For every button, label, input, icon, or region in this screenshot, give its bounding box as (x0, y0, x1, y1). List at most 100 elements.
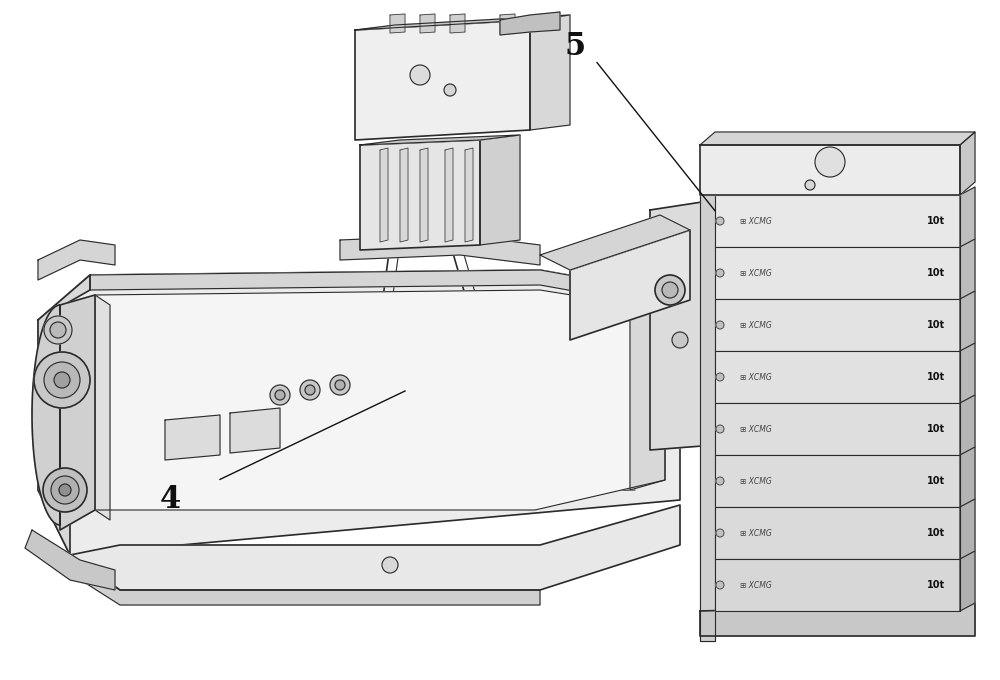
Polygon shape (360, 135, 520, 145)
Polygon shape (380, 148, 388, 242)
Circle shape (716, 269, 724, 277)
Circle shape (716, 477, 724, 485)
Polygon shape (960, 132, 975, 195)
Polygon shape (715, 559, 960, 611)
Polygon shape (420, 148, 428, 242)
Text: 10t: 10t (927, 476, 945, 486)
Text: 4: 4 (159, 484, 181, 515)
Circle shape (382, 557, 398, 573)
Circle shape (43, 468, 87, 512)
Text: 10t: 10t (927, 580, 945, 590)
Polygon shape (715, 299, 960, 351)
Polygon shape (465, 148, 473, 242)
Circle shape (270, 385, 290, 405)
Polygon shape (400, 148, 408, 242)
Polygon shape (715, 403, 960, 455)
Polygon shape (715, 455, 960, 507)
Polygon shape (90, 270, 680, 310)
Polygon shape (960, 551, 975, 611)
Circle shape (716, 425, 724, 433)
Circle shape (716, 529, 724, 537)
Text: ⊞ XCMG: ⊞ XCMG (740, 373, 772, 381)
Polygon shape (95, 290, 665, 510)
Polygon shape (700, 132, 975, 145)
Circle shape (50, 322, 66, 338)
Circle shape (716, 217, 724, 225)
Circle shape (672, 332, 688, 348)
Polygon shape (95, 295, 110, 520)
Circle shape (805, 180, 815, 190)
Polygon shape (32, 295, 95, 530)
Circle shape (275, 390, 285, 400)
Polygon shape (715, 247, 960, 299)
Polygon shape (715, 507, 960, 559)
Polygon shape (700, 195, 715, 641)
Polygon shape (355, 15, 570, 30)
Text: ⊞ XCMG: ⊞ XCMG (740, 477, 772, 486)
Polygon shape (960, 447, 975, 507)
Polygon shape (38, 270, 680, 555)
Polygon shape (960, 499, 975, 559)
Polygon shape (480, 135, 520, 245)
Polygon shape (360, 140, 480, 250)
Polygon shape (25, 530, 115, 590)
Polygon shape (650, 200, 715, 450)
Polygon shape (700, 145, 960, 195)
Polygon shape (355, 20, 530, 140)
Text: 10t: 10t (927, 528, 945, 538)
Circle shape (716, 373, 724, 381)
Text: 5: 5 (564, 31, 586, 62)
Polygon shape (38, 275, 90, 555)
Polygon shape (165, 415, 220, 460)
Circle shape (815, 147, 845, 177)
Text: ⊞ XCMG: ⊞ XCMG (740, 528, 772, 537)
Polygon shape (530, 15, 570, 130)
Circle shape (335, 380, 345, 390)
Polygon shape (445, 148, 453, 242)
Polygon shape (230, 408, 280, 453)
Circle shape (44, 362, 80, 398)
Polygon shape (960, 395, 975, 455)
Circle shape (54, 372, 70, 388)
Circle shape (410, 65, 430, 85)
Polygon shape (715, 351, 960, 403)
Polygon shape (500, 12, 560, 35)
Text: ⊞ XCMG: ⊞ XCMG (740, 269, 772, 277)
Circle shape (330, 375, 350, 395)
Circle shape (44, 316, 72, 344)
Polygon shape (70, 505, 680, 590)
Text: 10t: 10t (927, 268, 945, 278)
Polygon shape (630, 275, 665, 490)
Circle shape (300, 380, 320, 400)
Polygon shape (65, 555, 540, 605)
Circle shape (34, 352, 90, 408)
Circle shape (444, 84, 456, 96)
Circle shape (716, 321, 724, 329)
Polygon shape (960, 343, 975, 403)
Polygon shape (450, 14, 465, 33)
Text: ⊞ XCMG: ⊞ XCMG (740, 581, 772, 590)
Polygon shape (390, 14, 405, 33)
Polygon shape (960, 239, 975, 299)
Circle shape (59, 484, 71, 496)
Circle shape (716, 581, 724, 589)
Text: 10t: 10t (927, 216, 945, 226)
Polygon shape (38, 240, 115, 280)
Text: 10t: 10t (927, 424, 945, 434)
Polygon shape (500, 14, 515, 33)
Polygon shape (540, 215, 690, 270)
Polygon shape (420, 14, 435, 33)
Polygon shape (715, 195, 960, 247)
Circle shape (305, 385, 315, 395)
Circle shape (655, 275, 685, 305)
Text: ⊞ XCMG: ⊞ XCMG (740, 424, 772, 434)
Text: ⊞ XCMG: ⊞ XCMG (740, 216, 772, 226)
Text: 10t: 10t (927, 320, 945, 330)
Text: 10t: 10t (927, 372, 945, 382)
Circle shape (51, 476, 79, 504)
Text: ⊞ XCMG: ⊞ XCMG (740, 320, 772, 330)
Polygon shape (340, 235, 540, 265)
Polygon shape (700, 603, 975, 636)
Polygon shape (960, 187, 975, 247)
Polygon shape (960, 291, 975, 351)
